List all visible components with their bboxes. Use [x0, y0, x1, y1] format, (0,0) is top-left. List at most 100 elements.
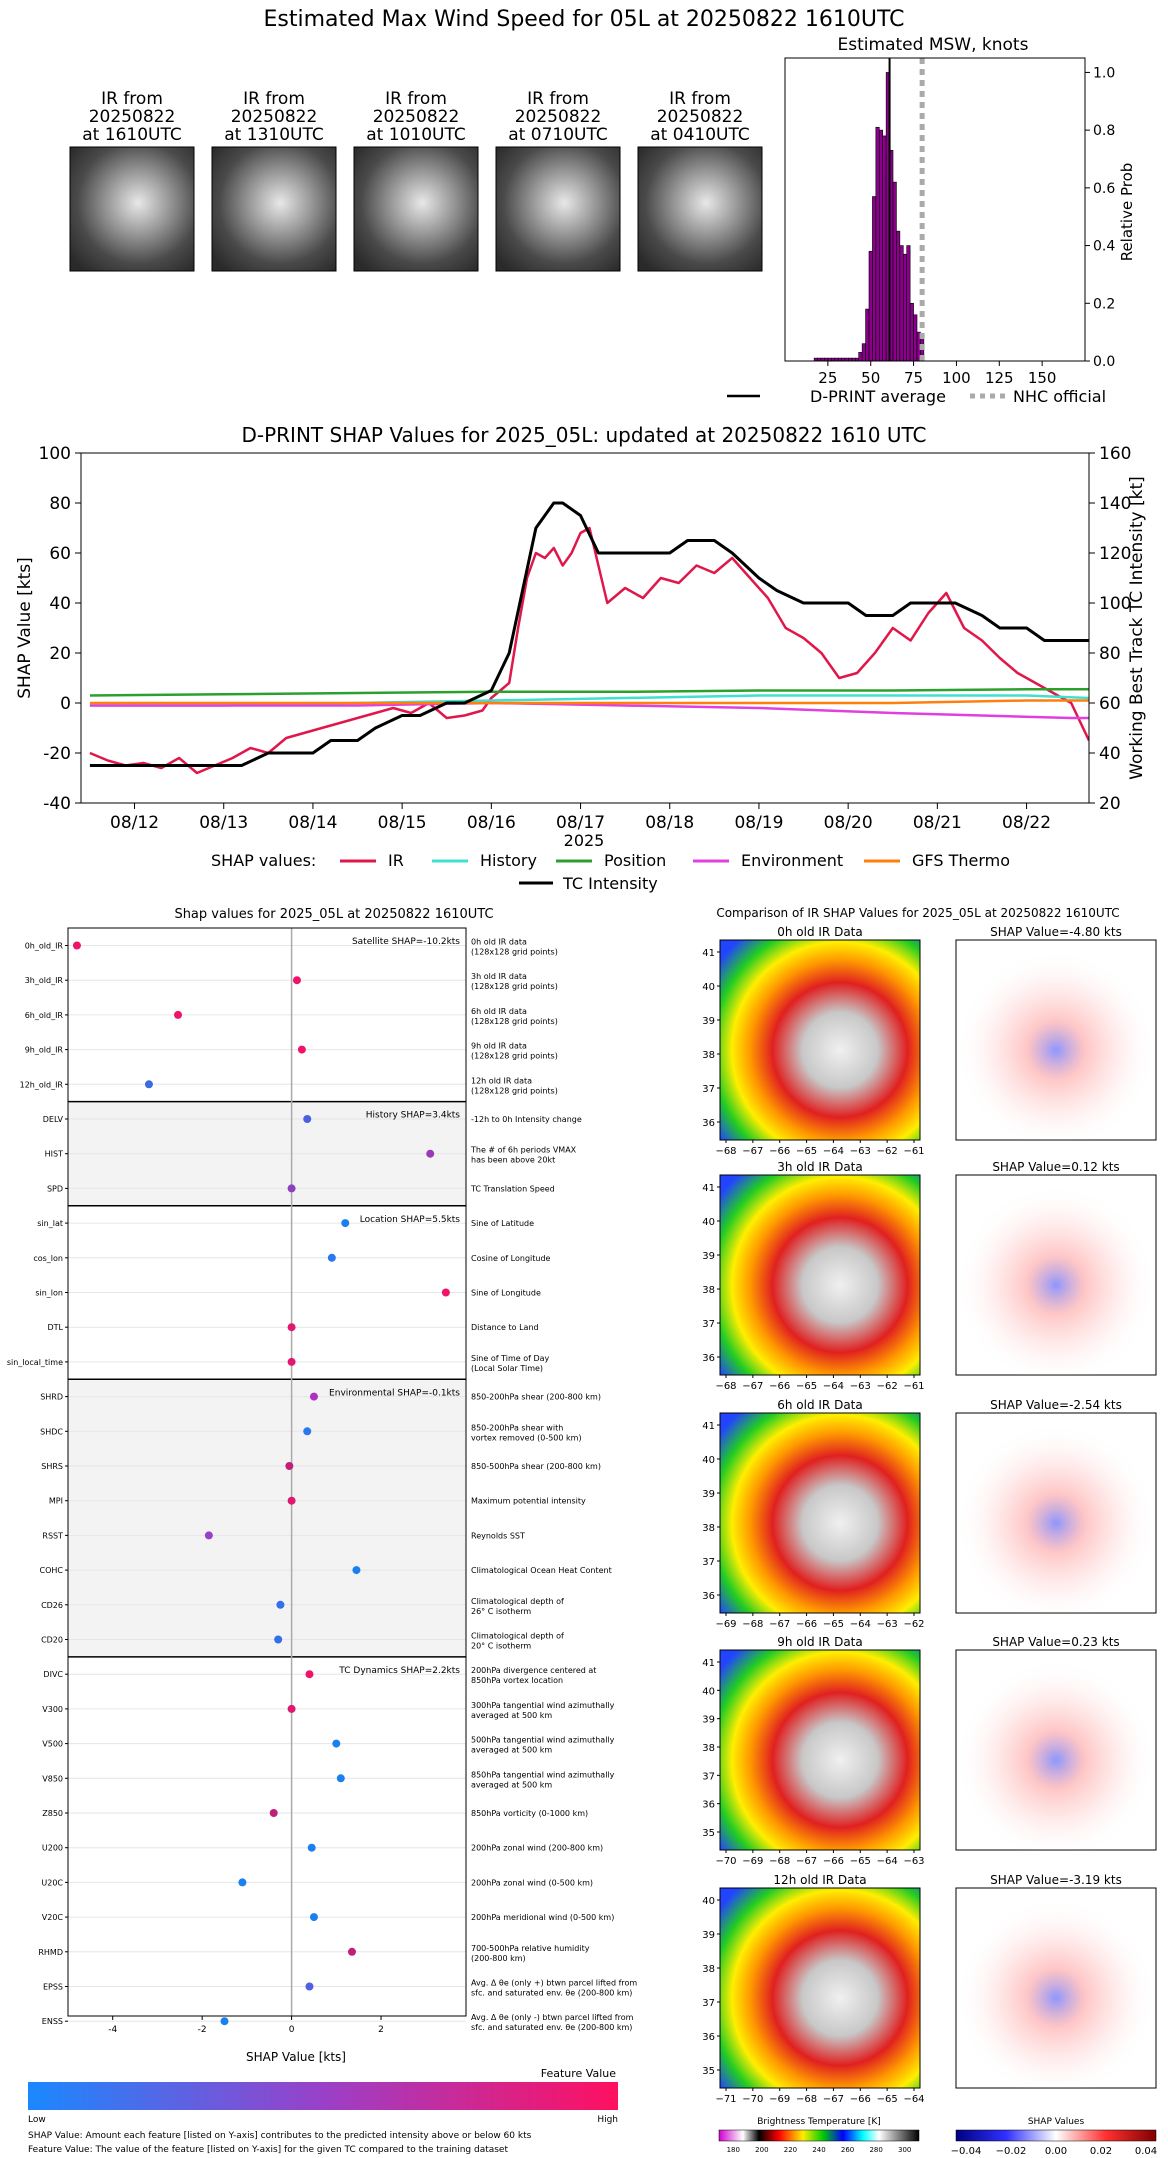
shap-point — [287, 1496, 296, 1505]
shap-point — [287, 1357, 296, 1366]
x-tick-label: −69 — [715, 1619, 736, 1630]
shap-point — [285, 1462, 294, 1470]
y2-tick-label: 160 — [1099, 444, 1131, 464]
shap-point — [441, 1288, 450, 1297]
feature-name: CD26 — [41, 1601, 63, 1610]
feature-name: sin_lon — [35, 1289, 63, 1298]
shap-point — [309, 1392, 318, 1401]
x-tick-label: 150 — [1028, 369, 1057, 387]
shap-point — [144, 1080, 153, 1089]
comparison-row: 9h old IR Data SHAP Value=0.23 kts−70 −69−… — [702, 1635, 1157, 1867]
y2-tick-label: 100 — [1099, 594, 1131, 614]
feature-description: 3h old IR data — [471, 972, 527, 981]
feature-name: MPI — [49, 1497, 63, 1506]
ir-panel-title: 0h old IR Data — [777, 925, 863, 939]
group-label: History SHAP=3.4kts — [366, 1111, 461, 1121]
y-tick-label: -40 — [43, 794, 71, 814]
histogram-y-label: Relative Prob — [1118, 163, 1136, 262]
y-tick-label: 38 — [702, 1050, 715, 1061]
shap-panel-title: SHAP Value=-2.54 kts — [990, 1398, 1122, 1412]
y-tick-label: 0.8 — [1093, 123, 1115, 139]
x-tick-label: −71 — [715, 2094, 736, 2105]
feature-description: 300hPa tangential wind azimuthally — [471, 1701, 615, 1710]
ir-panel-image — [719, 1412, 921, 1614]
x-tick-label: −65 — [823, 1619, 844, 1630]
feature-value-title: Feature Value — [541, 2067, 617, 2080]
bt-colorbar-ticks: 180 200 220 240 260 280 300 — [727, 2146, 912, 2154]
x-tick-label: 08/20 — [824, 813, 873, 833]
msw-histogram: Estimated MSW, knots Relative Prob 25 50 7… — [784, 35, 1136, 387]
shap-point — [307, 1843, 316, 1852]
feature-description: Climatological depth of — [471, 1597, 564, 1606]
feature-description: 200hPa zonal wind (0-500 km) — [471, 1878, 593, 1887]
histogram-frame — [784, 57, 1086, 362]
comparison-row: 6h old IR Data SHAP Value=-2.54 kts −69 −68… — [702, 1398, 1157, 1630]
feature-name: HIST — [45, 1150, 63, 1159]
y-tick-label: 41 — [702, 948, 715, 959]
thumb-label-line3: at 1010UTC — [366, 125, 465, 145]
histogram-bar — [909, 302, 914, 362]
feature-value-high: High — [597, 2115, 618, 2125]
y-tick-label: 80 — [49, 494, 71, 514]
x-tick-label: −64 — [823, 1146, 844, 1157]
x-tick-label: −64 — [877, 1856, 898, 1867]
feature-description: (128x128 grid points) — [471, 948, 558, 957]
x-tick-label: −65 — [850, 1856, 871, 1867]
histogram-bar — [882, 135, 887, 362]
x-tick-label: −70 — [742, 2094, 763, 2105]
thumb-label-line3: at 1610UTC — [82, 125, 181, 145]
shap-point — [305, 1670, 314, 1679]
legend-prefix: SHAP values: — [211, 851, 316, 870]
feature-description: sfc. and saturated env. θe (200-800 km) — [471, 1989, 632, 1998]
y-tick-label: 40 — [702, 1217, 715, 1228]
y-tick-label: 0 — [60, 694, 71, 714]
thumb-label-line1: IR from — [527, 89, 589, 109]
x-tick-label: −67 — [742, 1381, 763, 1392]
feature-description: (128x128 grid points) — [471, 1052, 558, 1061]
series-line-gfs-thermo — [89, 699, 1089, 705]
feature-description: Avg. Δ θe (only +) btwn parcel lifted fr… — [471, 1979, 637, 1988]
feature-description: 0h old IR data — [471, 938, 527, 947]
feature-name: cos_lon — [33, 1254, 63, 1263]
feature-description: 850hPa tangential wind azimuthally — [471, 1770, 615, 1779]
feature-description: 9h old IR data — [471, 1042, 527, 1051]
histogram-bar — [868, 251, 873, 362]
y-tick-label: 40 — [702, 1686, 715, 1697]
shap-tick-label: −0.02 — [996, 2146, 1027, 2157]
series-line-position — [89, 688, 1089, 697]
feature-name: V500 — [42, 1740, 63, 1749]
x-tick-label: −66 — [850, 2094, 871, 2105]
ir-panel-image — [719, 1887, 921, 2089]
thumb-label-line3: at 0710UTC — [508, 125, 607, 145]
feature-description: 850-200hPa shear with — [471, 1423, 563, 1432]
bt-tick-label: 260 — [841, 2146, 854, 2154]
histogram-title: Estimated MSW, knots — [838, 35, 1029, 55]
histogram-bar — [899, 245, 904, 362]
shap-point — [352, 1566, 361, 1575]
y2-tick-label: 20 — [1099, 794, 1121, 814]
feature-description: Distance to Land — [471, 1323, 539, 1332]
thumb-label-line1: IR from — [101, 89, 163, 109]
feature-name: V850 — [42, 1774, 63, 1783]
timeseries-title: D-PRINT SHAP Values for 2025_05L: update… — [241, 423, 926, 447]
y-tick-label: 0.4 — [1093, 239, 1115, 255]
y-tick-label: 36 — [702, 1118, 715, 1129]
x-tick-label: 2 — [378, 2025, 384, 2035]
x-tick-label: 0 — [289, 2025, 295, 2035]
feature-description: (200-800 km) — [471, 1954, 526, 1963]
feature-name: 6h_old_IR — [25, 1011, 64, 1020]
feature-description: (Local Solar Time) — [471, 1364, 543, 1373]
feature-description: Climatological Ocean Heat Content — [471, 1566, 612, 1575]
feature-description: TC Translation Speed — [470, 1184, 555, 1193]
y-tick-label: 36 — [702, 1800, 715, 1811]
shap-point — [269, 1809, 278, 1817]
comparison-title: Comparison of IR SHAP Values for 2025_05… — [716, 906, 1119, 920]
x-tick-label: 08/14 — [288, 813, 337, 833]
x-tick-label: −68 — [715, 1146, 736, 1157]
feature-description: Sine of Time of Day — [471, 1354, 550, 1363]
histogram-bar — [902, 253, 908, 362]
shap-panel-title: SHAP Value=0.12 kts — [992, 1160, 1119, 1174]
comparison-row: 3h old IR Data SHAP Value=0.12 kts−68 −67−… — [702, 1160, 1157, 1392]
legend-label: TC Intensity — [562, 874, 658, 893]
